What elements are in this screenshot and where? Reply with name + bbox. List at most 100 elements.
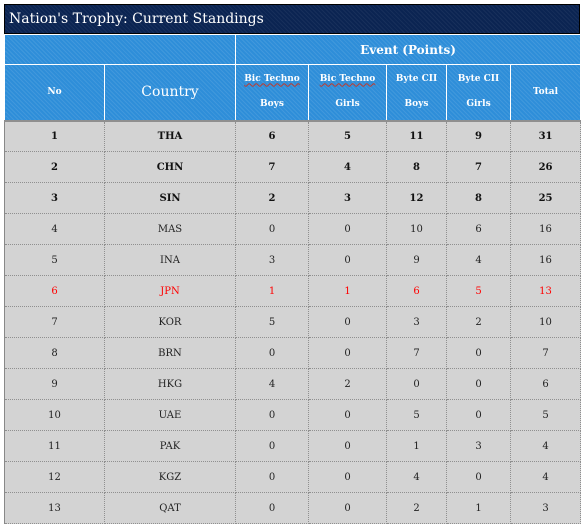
cell-event-4: 4 xyxy=(446,244,511,276)
cell-event-3: 6 xyxy=(386,275,447,307)
cell-event-4: 9 xyxy=(446,119,511,152)
cell-event-1: 0 xyxy=(235,337,309,369)
cell-event-1: 6 xyxy=(235,119,309,152)
cell-event-4: 0 xyxy=(446,399,511,431)
cell-event-1: 2 xyxy=(235,182,309,214)
cell-no: 12 xyxy=(4,461,105,493)
cell-event-2: 0 xyxy=(308,244,387,276)
cell-no: 5 xyxy=(4,244,105,276)
header-event-3-line2: Boys xyxy=(404,99,429,110)
cell-event-4: 1 xyxy=(446,492,511,524)
cell-event-4: 2 xyxy=(446,306,511,338)
cell-total: 7 xyxy=(510,337,582,369)
cell-event-3: 9 xyxy=(386,244,447,276)
cell-event-2: 0 xyxy=(308,337,387,369)
header-country: Country xyxy=(104,64,236,121)
header-event-3-line1: Byte CII xyxy=(395,74,438,85)
cell-country: KGZ xyxy=(104,461,236,493)
cell-country: BRN xyxy=(104,337,236,369)
header-event-1: Bic Techno Boys xyxy=(235,64,309,121)
table-row: 6 JPN 1 1 6 5 13 xyxy=(4,275,582,307)
cell-no: 9 xyxy=(4,368,105,400)
table-row: 8 BRN 0 0 7 0 7 xyxy=(4,337,582,369)
header-event-4-line1: Byte CII xyxy=(457,74,500,85)
table-row: 3 SIN 2 3 12 8 25 xyxy=(4,182,582,214)
cell-event-2: 1 xyxy=(308,275,387,307)
table-row: 2 CHN 7 4 8 7 26 xyxy=(4,151,582,183)
cell-total: 25 xyxy=(510,182,582,214)
cell-event-2: 2 xyxy=(308,368,387,400)
cell-event-1: 0 xyxy=(235,399,309,431)
cell-event-2: 5 xyxy=(308,119,387,152)
cell-no: 11 xyxy=(4,430,105,462)
cell-event-4: 6 xyxy=(446,213,511,245)
cell-event-2: 0 xyxy=(308,461,387,493)
table-row: 9 HKG 4 2 0 0 6 xyxy=(4,368,582,400)
cell-event-1: 4 xyxy=(235,368,309,400)
cell-event-2: 0 xyxy=(308,430,387,462)
cell-event-2: 3 xyxy=(308,182,387,214)
table-row: 11 PAK 0 0 1 3 4 xyxy=(4,430,582,462)
table-row: 4 MAS 0 0 10 6 16 xyxy=(4,213,582,245)
header-no: No xyxy=(4,64,105,121)
cell-event-1: 3 xyxy=(235,244,309,276)
cell-event-3: 7 xyxy=(386,337,447,369)
cell-event-3: 5 xyxy=(386,399,447,431)
cell-no: 7 xyxy=(4,306,105,338)
cell-event-2: 0 xyxy=(308,213,387,245)
cell-event-2: 0 xyxy=(308,306,387,338)
standings-panel: Nation's Trophy: Current Standings Event… xyxy=(4,4,582,524)
table-row: 12 KGZ 0 0 4 0 4 xyxy=(4,461,582,493)
cell-total: 4 xyxy=(510,461,582,493)
cell-country: UAE xyxy=(104,399,236,431)
cell-event-3: 11 xyxy=(386,119,447,152)
cell-event-4: 5 xyxy=(446,275,511,307)
cell-country: MAS xyxy=(104,213,236,245)
header-event-1-line1: Bic Techno xyxy=(244,74,300,85)
cell-event-3: 12 xyxy=(386,182,447,214)
cell-event-1: 7 xyxy=(235,151,309,183)
cell-total: 31 xyxy=(510,119,582,152)
cell-no: 8 xyxy=(4,337,105,369)
header-event-2: Bic Techno Girls xyxy=(308,64,387,121)
header-event-4-line2: Girls xyxy=(466,99,491,110)
header-event-1-line2: Boys xyxy=(260,99,284,110)
cell-event-3: 2 xyxy=(386,492,447,524)
cell-country: THA xyxy=(104,119,236,152)
table-row: 10 UAE 0 0 5 0 5 xyxy=(4,399,582,431)
cell-no: 2 xyxy=(4,151,105,183)
cell-event-4: 8 xyxy=(446,182,511,214)
cell-no: 3 xyxy=(4,182,105,214)
standings-table: Event (Points) No Country Bic Techno Boy… xyxy=(4,34,582,524)
cell-event-1: 0 xyxy=(235,492,309,524)
table-row: 1 THA 6 5 11 9 31 xyxy=(4,119,582,152)
cell-country: INA xyxy=(104,244,236,276)
cell-no: 10 xyxy=(4,399,105,431)
cell-total: 16 xyxy=(510,213,582,245)
header-event-2-line1: Bic Techno xyxy=(319,74,376,85)
table-row: 13 QAT 0 0 2 1 3 xyxy=(4,492,582,524)
header-event-4: Byte CII Girls xyxy=(446,64,511,121)
cell-event-4: 0 xyxy=(446,337,511,369)
table-row: 7 KOR 5 0 3 2 10 xyxy=(4,306,582,338)
cell-country: PAK xyxy=(104,430,236,462)
cell-country: KOR xyxy=(104,306,236,338)
cell-total: 5 xyxy=(510,399,582,431)
cell-event-1: 1 xyxy=(235,275,309,307)
cell-event-3: 10 xyxy=(386,213,447,245)
cell-event-1: 0 xyxy=(235,461,309,493)
cell-total: 10 xyxy=(510,306,582,338)
cell-no: 13 xyxy=(4,492,105,524)
cell-event-3: 8 xyxy=(386,151,447,183)
header-row-events: Event (Points) xyxy=(4,34,582,65)
cell-event-1: 0 xyxy=(235,430,309,462)
cell-no: 1 xyxy=(4,119,105,152)
header-spacer xyxy=(4,34,236,65)
cell-country: JPN xyxy=(104,275,236,307)
cell-total: 26 xyxy=(510,151,582,183)
cell-event-2: 4 xyxy=(308,151,387,183)
header-total: Total xyxy=(509,64,582,121)
cell-event-4: 0 xyxy=(446,368,511,400)
cell-total: 16 xyxy=(510,244,582,276)
cell-no: 6 xyxy=(4,275,105,307)
